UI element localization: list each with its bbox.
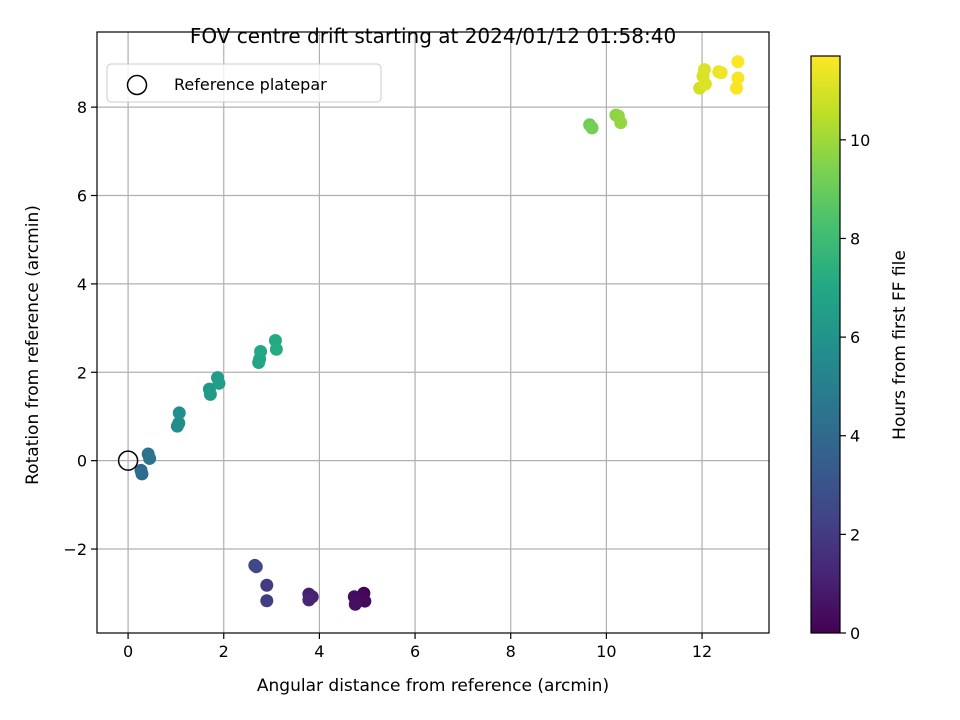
data-point xyxy=(731,55,745,69)
data-point xyxy=(212,376,226,390)
data-point xyxy=(172,416,186,430)
data-point xyxy=(260,578,274,592)
data-point xyxy=(260,594,274,608)
reference-platepar-marker xyxy=(117,450,139,471)
data-point xyxy=(172,406,186,420)
y-axis-ticks: −2 0 2 4 6 8 xyxy=(63,98,97,559)
data-point xyxy=(249,560,263,574)
data-point xyxy=(697,63,711,77)
colorbar-tick-label: 2 xyxy=(850,525,860,544)
reference-marker-layer xyxy=(117,450,139,471)
x-tick-label: 0 xyxy=(123,642,133,661)
colorbar-label: Hours from first FF file xyxy=(890,250,910,440)
grid xyxy=(97,32,769,633)
colorbar-tick-label: 4 xyxy=(850,427,860,446)
data-points xyxy=(134,55,745,611)
data-point xyxy=(135,467,149,481)
colorbar-tick-label: 0 xyxy=(850,624,860,643)
y-tick-label: 8 xyxy=(77,98,87,117)
data-point xyxy=(729,81,743,95)
data-point xyxy=(302,593,316,607)
data-point xyxy=(731,71,745,85)
y-axis-label: Rotation from reference (arcmin) xyxy=(23,205,43,485)
y-tick-label: 4 xyxy=(77,275,87,294)
legend-box xyxy=(106,63,382,103)
legend-entry-reference: Reference platepar xyxy=(174,75,327,94)
x-tick-label: 6 xyxy=(410,642,420,661)
legend-reference-marker xyxy=(126,74,148,96)
data-point xyxy=(714,66,728,80)
data-point xyxy=(698,77,712,91)
x-tick-label: 4 xyxy=(314,642,324,661)
x-axis-label: Angular distance from reference (arcmin) xyxy=(257,676,609,696)
data-point xyxy=(254,345,268,359)
chart-title: FOV centre drift starting at 2024/01/12 … xyxy=(190,24,676,48)
data-point xyxy=(348,597,362,611)
data-point xyxy=(614,116,628,130)
colorbar-tick-label: 10 xyxy=(850,131,870,150)
x-tick-label: 8 xyxy=(506,642,516,661)
data-point xyxy=(143,451,157,465)
data-point xyxy=(203,387,217,401)
colorbar-ticks: 0 2 4 6 8 10 xyxy=(840,131,870,643)
colorbar-tick-label: 6 xyxy=(850,328,860,347)
x-tick-label: 2 xyxy=(219,642,229,661)
plot-frame xyxy=(96,31,770,634)
y-tick-label: 2 xyxy=(77,363,87,382)
y-tick-label: −2 xyxy=(63,540,87,559)
colorbar-gradient xyxy=(810,55,841,634)
x-axis-ticks: 0 2 4 6 8 10 12 xyxy=(123,633,712,661)
colorbar-tick-label: 8 xyxy=(850,229,860,248)
x-tick-label: 12 xyxy=(692,642,712,661)
legend: Reference platepar xyxy=(106,63,382,103)
y-tick-label: 6 xyxy=(77,187,87,206)
data-point xyxy=(269,342,283,356)
x-tick-label: 10 xyxy=(596,642,616,661)
data-point xyxy=(585,121,599,135)
y-tick-label: 0 xyxy=(77,452,87,471)
colorbar: 0 2 4 6 8 10 Hours from first FF file xyxy=(810,55,910,643)
